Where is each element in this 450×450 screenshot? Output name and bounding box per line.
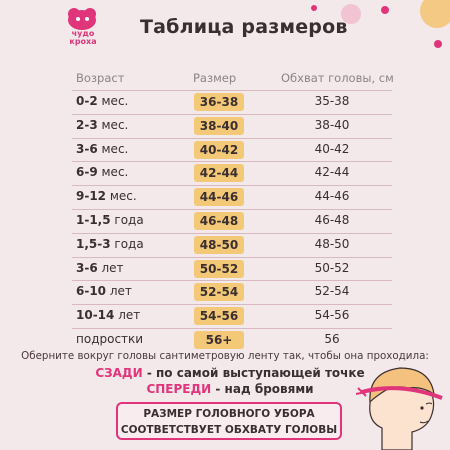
age-range: 3-6 <box>76 141 98 156</box>
table-row: 1-1,5 года 46-48 46-48 <box>72 211 392 231</box>
girth-cell: 42-44 <box>314 165 350 180</box>
callout-line-1: РАЗМЕР ГОЛОВНОГО УБОРА <box>143 408 315 420</box>
size-badge: 44-46 <box>194 188 244 207</box>
instruction-front-value: - над бровями <box>211 382 314 396</box>
age-range: 6-9 <box>76 165 98 180</box>
decorative-dot <box>434 40 442 48</box>
age-cell: 1-1,5 года <box>76 213 144 227</box>
size-badge: 56+ <box>194 331 244 349</box>
table-separator <box>72 256 392 258</box>
table-separator <box>72 280 392 282</box>
girth-cell: 35-38 <box>314 94 350 108</box>
decorative-dot <box>381 6 389 14</box>
size-badge: 50-52 <box>194 259 244 278</box>
table-row: 6-9 мес. 42-44 42-44 <box>72 163 392 183</box>
table-separator <box>72 304 392 306</box>
table-separator <box>72 161 392 163</box>
table-separator <box>72 232 392 234</box>
age-cell: 9-12 мес. <box>76 189 137 203</box>
age-range: 3-6 <box>76 260 98 275</box>
instruction-note: Оберните вокруг головы сантиметровую лен… <box>21 350 429 362</box>
table-row: 6-10 лет 52-54 52-54 <box>72 282 392 302</box>
age-unit: подростки <box>76 332 144 346</box>
header-size: Размер <box>193 71 237 85</box>
brand-logo: чудо кроха <box>60 8 106 46</box>
callout-line-2: СООТВЕТСТВУЕТ ОБХВАТУ ГОЛОВЫ <box>120 424 338 436</box>
age-range: 10-14 <box>76 308 115 323</box>
decorative-dot <box>311 5 317 11</box>
instruction-front-key: СПЕРЕДИ <box>146 382 212 396</box>
girth-cell: 40-42 <box>314 141 350 156</box>
table-separator <box>72 185 392 187</box>
table-row: 0-2 мес. 36-38 35-38 <box>72 92 392 112</box>
age-cell: 1,5-3 года <box>76 237 144 251</box>
logo-text: чудо кроха <box>69 29 97 46</box>
age-cell: 6-10 лет <box>76 284 132 298</box>
age-unit: лет <box>106 284 132 299</box>
age-cell: 0-2 мес. <box>76 94 128 108</box>
age-cell: 10-14 лет <box>76 308 140 322</box>
age-range: 6-10 <box>76 284 107 299</box>
instruction-back-value: - по самой выступающей точке <box>142 366 365 380</box>
age-range: 2-3 <box>76 117 98 132</box>
age-range: 1,5-3 <box>76 236 111 251</box>
decorative-dot <box>420 0 450 28</box>
age-range: 0-2 <box>76 94 98 108</box>
age-unit: лет <box>97 260 124 275</box>
girth-cell: 46-48 <box>314 213 350 227</box>
girth-cell: 52-54 <box>314 284 350 299</box>
callout-box: РАЗМЕР ГОЛОВНОГО УБОРА СООТВЕТСТВУЕТ ОБХ… <box>116 402 342 440</box>
girth-cell: 38-40 <box>314 117 350 132</box>
girth-cell: 54-56 <box>314 308 350 323</box>
age-cell: подростки <box>76 332 143 346</box>
age-unit: мес. <box>97 165 129 180</box>
table-separator <box>72 328 392 329</box>
age-range: 9-12 <box>76 189 107 204</box>
table-separator <box>72 113 392 115</box>
size-badge: 54-56 <box>194 307 244 326</box>
size-badge: 38-40 <box>194 116 244 135</box>
age-unit: года <box>110 236 144 251</box>
header-age: Возраст <box>76 71 125 85</box>
table-row: 9-12 мес. 44-46 44-46 <box>72 187 392 207</box>
table-row: 1,5-3 года 48-50 48-50 <box>72 235 392 255</box>
instruction-front: СПЕРЕДИ - над бровями <box>60 382 400 396</box>
girth-cell: 44-46 <box>314 189 350 204</box>
size-badge: 36-38 <box>194 93 244 111</box>
age-range: 1-1,5 <box>76 213 111 227</box>
table-row: 10-14 лет 54-56 54-56 <box>72 306 392 326</box>
age-unit: года <box>110 213 144 227</box>
table-row: 3-6 лет 50-52 50-52 <box>72 259 392 279</box>
table-separator <box>72 90 392 91</box>
logo-emblem-icon <box>68 8 96 30</box>
size-badge: 42-44 <box>194 164 244 183</box>
header-girth: Обхват головы, см <box>281 71 394 85</box>
age-unit: мес. <box>106 189 137 204</box>
age-unit: лет <box>114 308 141 323</box>
table-row: 3-6 мес. 40-42 40-42 <box>72 140 392 160</box>
age-cell: 3-6 мес. <box>76 142 128 156</box>
size-badge: 40-42 <box>194 140 244 159</box>
page-title: Таблица размеров <box>140 16 348 38</box>
instruction-back-key: СЗАДИ <box>95 366 143 380</box>
age-cell: 6-9 мес. <box>76 165 128 179</box>
girth-cell: 56 <box>324 332 340 346</box>
size-badge: 52-54 <box>194 283 244 302</box>
age-cell: 3-6 лет <box>76 261 124 275</box>
size-badge: 46-48 <box>194 212 244 230</box>
table-separator <box>72 209 392 210</box>
instruction-back: СЗАДИ - по самой выступающей точке <box>60 366 400 380</box>
table-row: подростки 56+ 56 <box>72 330 392 350</box>
table-separator <box>72 137 392 139</box>
age-unit: мес. <box>97 141 129 156</box>
size-badge: 48-50 <box>194 235 244 254</box>
table-row: 2-3 мес. 38-40 38-40 <box>72 116 392 136</box>
head-measure-illustration <box>355 367 443 450</box>
age-unit: мес. <box>97 94 129 108</box>
girth-cell: 48-50 <box>314 236 350 251</box>
girth-cell: 50-52 <box>314 260 350 275</box>
age-cell: 2-3 мес. <box>76 118 128 132</box>
age-unit: мес. <box>97 117 129 132</box>
decorative-dot <box>341 4 361 24</box>
